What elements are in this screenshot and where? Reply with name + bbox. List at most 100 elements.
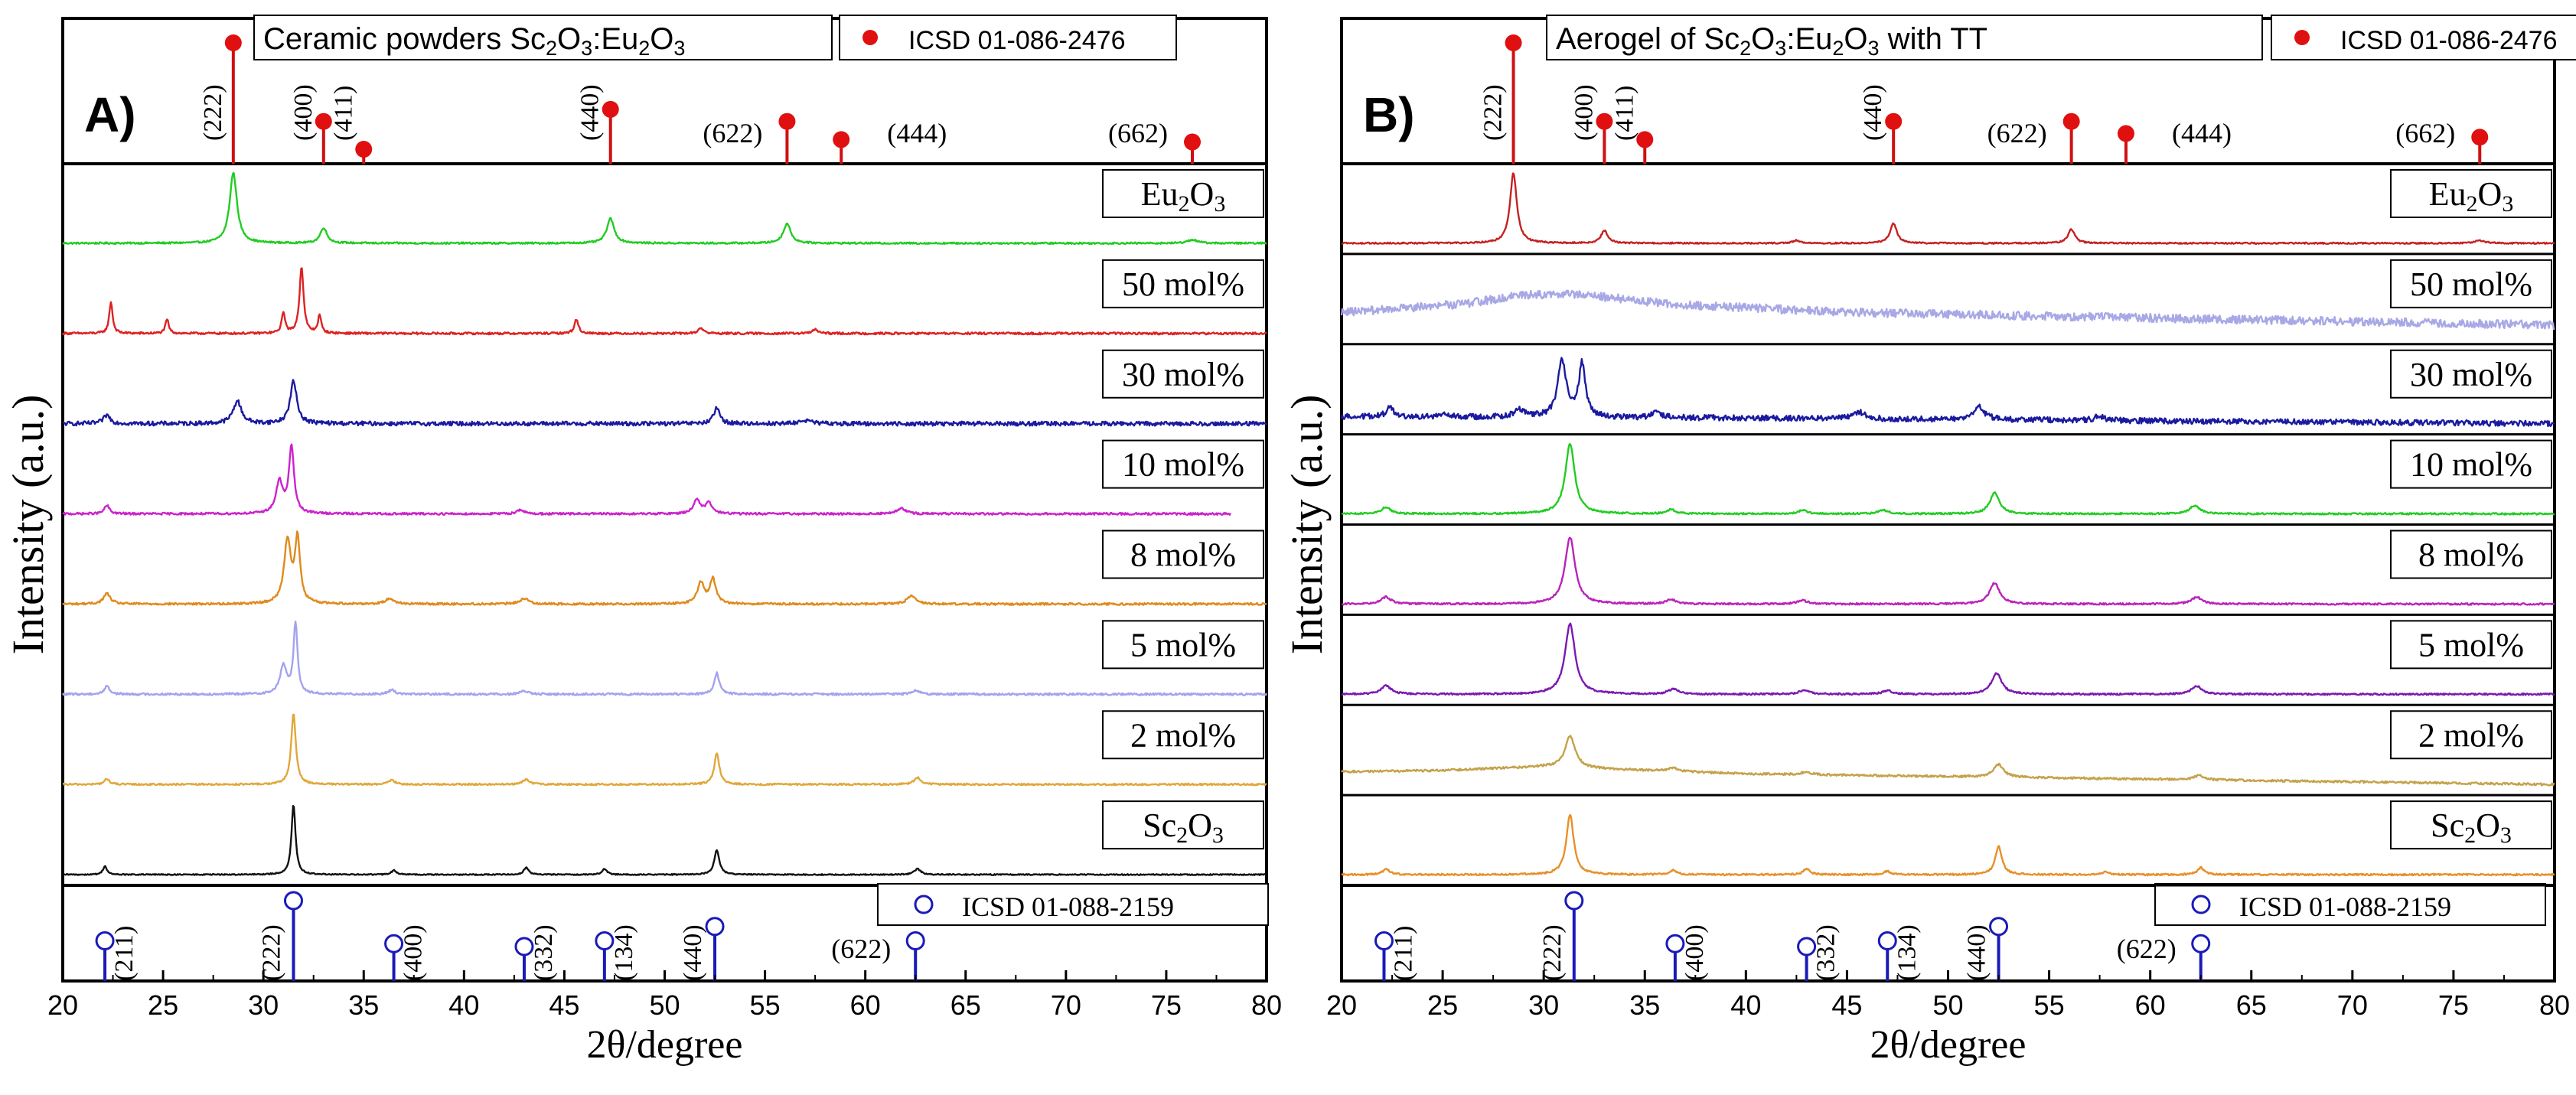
bottom-ref-legend-label: ICSD 01-088-2159 bbox=[962, 891, 1174, 922]
series-label: Sc2O3 bbox=[2431, 807, 2512, 848]
y-axis-title: Intensity (a.u.) bbox=[1282, 395, 1332, 655]
x-tick-label: 75 bbox=[2438, 989, 2469, 1021]
series-label: 30 mol% bbox=[2410, 356, 2532, 393]
top-ref-hkl-label: (400) bbox=[1570, 84, 1598, 141]
bottom-ref-marker bbox=[283, 891, 303, 911]
bottom-ref-hkl-label: (622) bbox=[2117, 934, 2177, 964]
bottom-ref-marker bbox=[595, 931, 615, 950]
panel-a: A) Ceramic powders Sc2O3:Eu2O3 ICSD 01-086… bbox=[3, 15, 1282, 1067]
top-ref-hkl-label: (411) bbox=[1610, 86, 1639, 141]
top-ref-marker bbox=[833, 131, 850, 148]
x-tick-label: 55 bbox=[2034, 989, 2065, 1021]
x-axis-title: 2θ/degree bbox=[1870, 1023, 2027, 1067]
series-line bbox=[1341, 172, 2555, 245]
bottom-ref-marker bbox=[1374, 931, 1394, 950]
bottom-ref-hkl-label: (332) bbox=[1812, 924, 1841, 981]
x-tick-label: 20 bbox=[1326, 989, 1357, 1021]
bottom-ref-hkl-label: (332) bbox=[530, 924, 558, 981]
panel-b: B) Aerogel of Sc2O3:Eu2O3 with TT ICSD 01-… bbox=[1282, 15, 2576, 1067]
top-ref-legend-label: ICSD 01-086-2476 bbox=[2340, 26, 2558, 55]
x-tick-label: 80 bbox=[1251, 989, 1282, 1021]
series-label-box bbox=[2390, 800, 2552, 850]
bottom-ref-marker bbox=[1989, 917, 2009, 937]
title-box bbox=[1546, 15, 2263, 60]
bottom-ref-hkl-label: (211) bbox=[1389, 926, 1417, 981]
bottom-ref-hkl-label: (134) bbox=[1893, 924, 1921, 981]
y-axis-title: Intensity (a.u.) bbox=[3, 395, 53, 655]
series-line bbox=[1341, 735, 2555, 787]
series-label: 2 mol% bbox=[1130, 716, 1236, 754]
panel-label: B) bbox=[1363, 87, 1415, 142]
series-label-box bbox=[1102, 620, 1264, 670]
series-line bbox=[1341, 814, 2555, 877]
top-ref-legend-label: ICSD 01-086-2476 bbox=[908, 26, 1126, 55]
panel-label: A) bbox=[84, 87, 136, 142]
top-ref-hkl-label: (440) bbox=[576, 84, 605, 141]
top-ref-marker bbox=[1505, 34, 1522, 51]
series-label-box bbox=[2390, 259, 2552, 308]
title-box bbox=[253, 15, 833, 60]
series-label: 10 mol% bbox=[2410, 446, 2532, 484]
bottom-ref-marker bbox=[2191, 934, 2211, 953]
panel-title: Ceramic powders Sc2O3:Eu2O3 bbox=[263, 22, 685, 60]
bottom-ref-legend-marker bbox=[914, 895, 934, 914]
series-label: Eu2O3 bbox=[1141, 175, 1226, 217]
top-ref-marker bbox=[1636, 131, 1654, 148]
bottom-ref-hkl-label: (440) bbox=[679, 924, 707, 981]
bottom-ref-marker bbox=[1877, 931, 1897, 950]
bottom-ref-legend-label: ICSD 01-088-2159 bbox=[2239, 891, 2451, 922]
series-label-box bbox=[1102, 800, 1264, 850]
series-line bbox=[1341, 622, 2555, 696]
top-ref-hkl-label: (400) bbox=[289, 84, 318, 141]
x-tick-label: 60 bbox=[2135, 989, 2166, 1021]
x-tick-label: 40 bbox=[1730, 989, 1761, 1021]
top-ref-marker bbox=[355, 141, 373, 158]
top-ref-hkl-label: (222) bbox=[199, 84, 227, 141]
series-line bbox=[62, 805, 1267, 876]
bottom-ref-hkl-label: (134) bbox=[610, 924, 638, 981]
series-line bbox=[1340, 289, 2555, 331]
top-ref-marker bbox=[224, 34, 242, 51]
top-ref-hkl-label: (622) bbox=[703, 118, 762, 148]
x-tick-label: 25 bbox=[148, 989, 178, 1021]
top-ref-hkl-label: (662) bbox=[1108, 118, 1168, 148]
bottom-ref-hkl-label: (400) bbox=[1681, 924, 1709, 981]
top-ref-marker bbox=[1183, 133, 1201, 151]
top-ref-marker bbox=[315, 112, 332, 130]
top-ref-hkl-label: (444) bbox=[2172, 118, 2232, 148]
series-label: 5 mol% bbox=[1130, 626, 1236, 663]
series-label: 50 mol% bbox=[2410, 266, 2532, 303]
x-tick-label: 20 bbox=[47, 989, 78, 1021]
top-ref-hkl-label: (444) bbox=[887, 118, 947, 148]
x-tick-label: 30 bbox=[248, 989, 279, 1021]
bottom-ref-marker bbox=[1564, 891, 1584, 911]
bottom-ref-hkl-label: (211) bbox=[110, 926, 139, 981]
series-label-box bbox=[2390, 530, 2552, 579]
series-label: 8 mol% bbox=[2418, 536, 2524, 574]
series-line bbox=[61, 267, 1267, 336]
bottom-ref-hkl-label: (440) bbox=[1963, 924, 1991, 981]
series-label-box bbox=[2390, 439, 2552, 489]
x-tick-label: 35 bbox=[1629, 989, 1660, 1021]
series-label-box bbox=[2390, 349, 2552, 399]
series-line bbox=[62, 379, 1267, 427]
top-ref-marker bbox=[2062, 112, 2080, 130]
series-label-box bbox=[1102, 710, 1264, 760]
bottom-ref-marker bbox=[705, 917, 725, 937]
series-label: 5 mol% bbox=[2418, 626, 2524, 663]
series-line bbox=[61, 621, 1268, 696]
x-tick-label: 70 bbox=[2337, 989, 2368, 1021]
bottom-ref-hkl-label: (622) bbox=[831, 934, 891, 964]
x-tick-label: 45 bbox=[549, 989, 579, 1021]
top-ref-marker bbox=[778, 112, 796, 130]
x-tick-label: 40 bbox=[448, 989, 479, 1021]
top-ref-marker bbox=[1885, 112, 1903, 130]
series-label: 50 mol% bbox=[1122, 266, 1244, 303]
series-line bbox=[1340, 357, 2555, 428]
bottom-ref-marker bbox=[905, 931, 925, 950]
x-tick-label: 65 bbox=[2236, 989, 2267, 1021]
series-label: Eu2O3 bbox=[2429, 175, 2514, 217]
top-ref-marker bbox=[602, 100, 619, 118]
x-tick-label: 30 bbox=[1528, 989, 1559, 1021]
series-line bbox=[62, 530, 1267, 606]
